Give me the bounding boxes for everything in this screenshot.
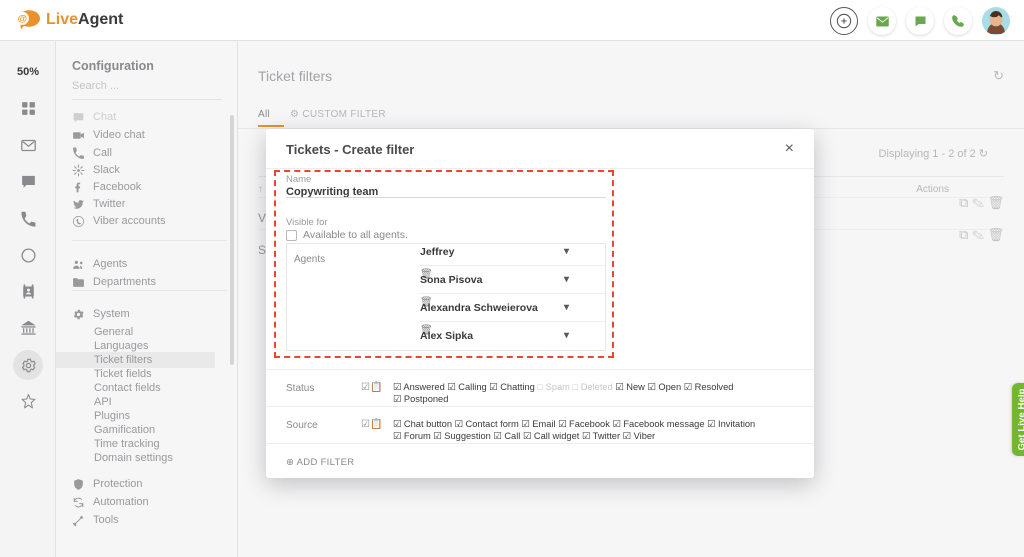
svg-text:@: @ [18,14,27,25]
